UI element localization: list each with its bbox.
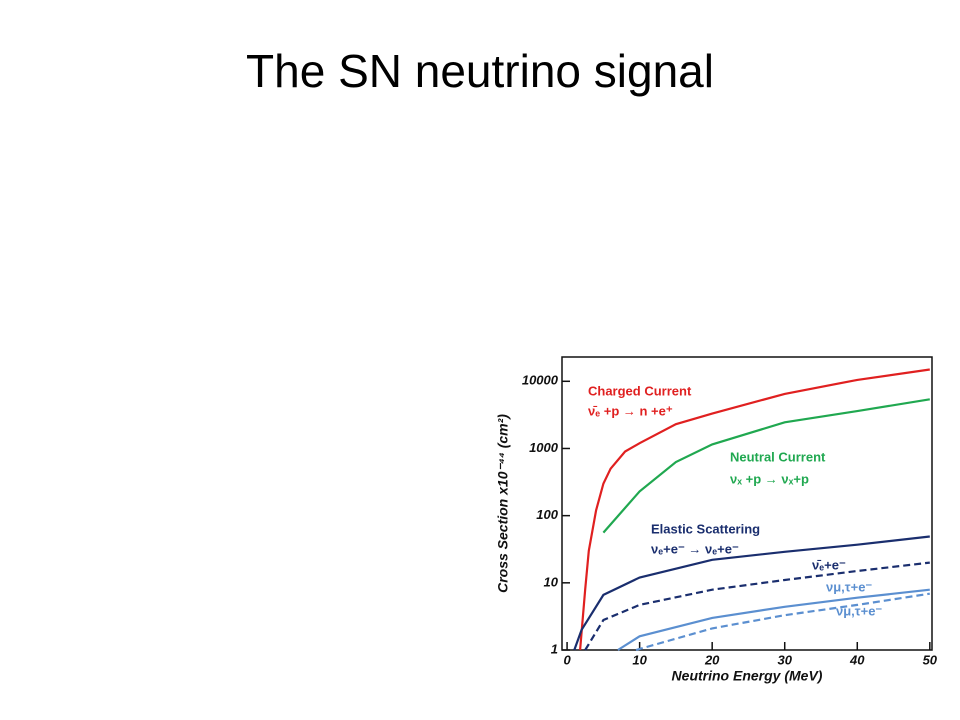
series-label: νₑ+e⁻ → νₑ+e⁻ xyxy=(651,541,739,556)
series-line xyxy=(617,588,930,651)
y-axis-label: Cross Section x10⁻⁴⁴ (cm²) xyxy=(495,414,511,593)
series-line xyxy=(573,535,930,651)
y-tick-label: 1 xyxy=(551,641,558,656)
series-label: ν̄ₑ+e⁻ xyxy=(812,557,846,572)
y-tick-label: 10000 xyxy=(522,373,559,388)
y-tick-label: 10 xyxy=(544,574,559,589)
series-label: νₓ +p → νₓ+p xyxy=(730,471,809,486)
annotation: Charged Current xyxy=(588,383,692,398)
series-label: ν̄μ,τ+e⁻ xyxy=(836,603,882,618)
series-label: νμ,τ+e⁻ xyxy=(826,579,872,594)
annotation: Elastic Scattering xyxy=(651,521,760,536)
series-line xyxy=(584,561,930,651)
series-line xyxy=(579,368,930,651)
plot-frame xyxy=(561,356,933,651)
slide-title: The SN neutrino signal xyxy=(246,45,714,97)
x-tick-label: 10 xyxy=(632,652,647,667)
series-line xyxy=(602,398,930,534)
y-tick-label: 1000 xyxy=(529,440,559,455)
series-label: ν̄ₑ +p → n +e⁺ xyxy=(588,403,673,418)
y-tick-label: 100 xyxy=(536,507,558,522)
x-tick-label: 50 xyxy=(923,652,938,667)
annotation: Neutral Current xyxy=(730,449,826,464)
series-line xyxy=(635,592,930,652)
x-tick-label: 40 xyxy=(849,652,865,667)
x-tick-label: 30 xyxy=(777,652,792,667)
x-axis-label: Neutrino Energy (MeV) xyxy=(672,668,823,684)
x-tick-label: 0 xyxy=(563,652,571,667)
x-tick-label: 20 xyxy=(704,652,720,667)
